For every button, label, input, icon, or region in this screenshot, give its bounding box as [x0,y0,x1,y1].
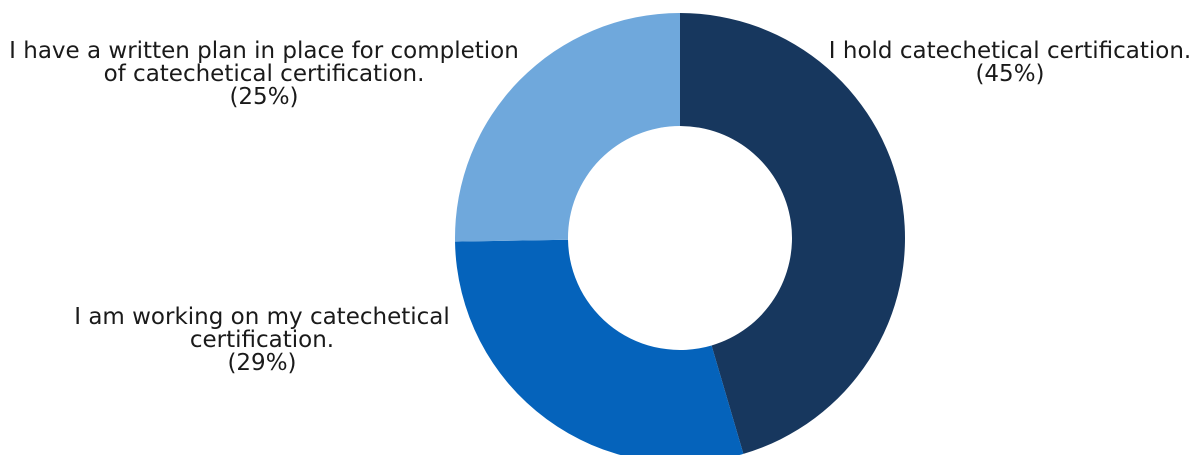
donut-slices [455,13,905,455]
slice-hold-certification [680,13,905,454]
label-percent: (45%) [975,61,1045,87]
label-line: I am working on my catechetical [74,304,450,330]
slice-written-plan [455,13,680,242]
label-line: I hold catechetical certification. [828,38,1192,64]
label-percent: (25%) [229,84,299,110]
label-percent: (29%) [227,350,297,376]
label-line: certification. [189,327,335,353]
slice-label-written-plan: I have a written plan in place for compl… [0,40,528,109]
label-line: of catechetical certification. [103,61,425,87]
label-line: I have a written plan in place for compl… [9,38,519,64]
slice-working-on-certification [455,239,744,455]
slice-label-hold-certification: I hold catechetical certification. (45%) [800,40,1197,86]
slice-label-working-on-certification: I am working on my catechetical certific… [52,306,472,375]
